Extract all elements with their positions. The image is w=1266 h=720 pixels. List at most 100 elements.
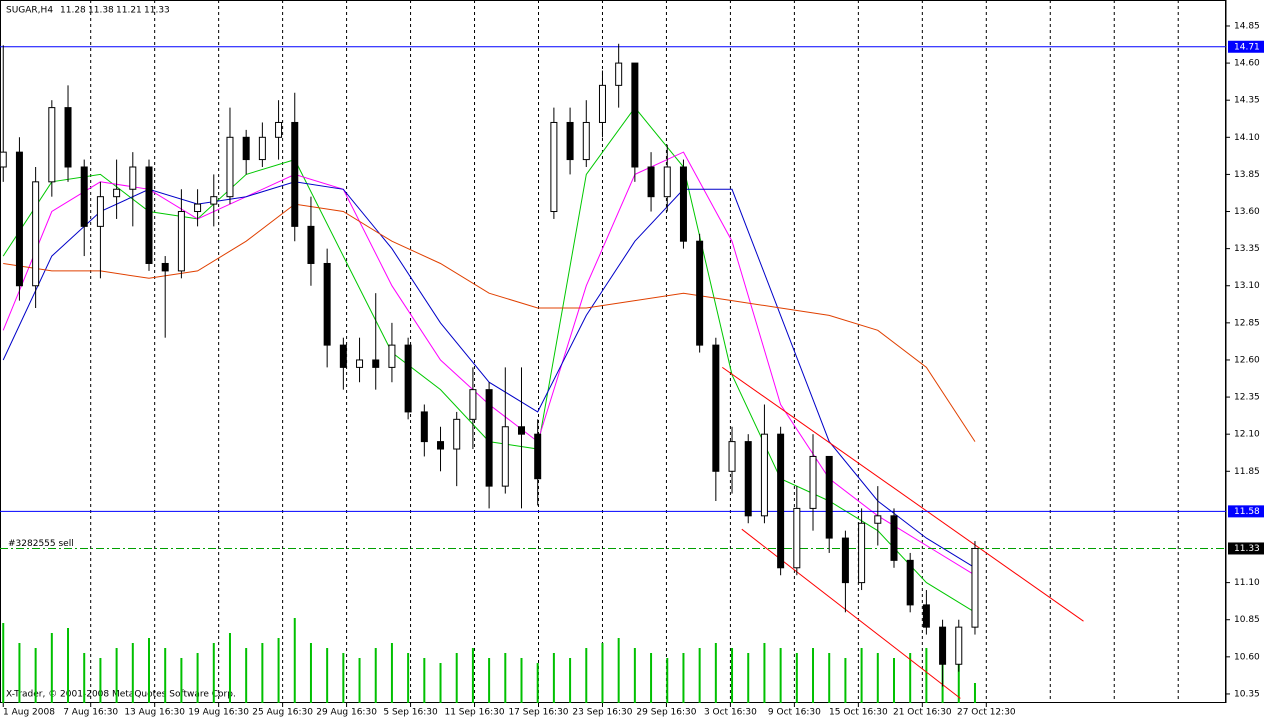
candle-body — [275, 121, 283, 138]
candle-body — [48, 107, 56, 183]
y-tick-label: 14.85 — [1234, 21, 1260, 31]
level-value: 14.71 — [1234, 42, 1260, 52]
candle-body — [0, 151, 7, 168]
level-box — [1228, 40, 1264, 53]
y-tick-label: 14.10 — [1234, 133, 1260, 143]
candle-body — [32, 181, 40, 287]
y-tick-label: 12.10 — [1234, 430, 1260, 440]
x-tick-label: 9 Oct 16:30 — [768, 708, 821, 718]
candle-body — [566, 121, 574, 161]
candle-body — [874, 515, 882, 524]
y-tick-label: 10.60 — [1234, 652, 1260, 662]
x-tick-label: 13 Aug 16:30 — [124, 708, 185, 718]
candle-body — [971, 547, 979, 628]
candle-body — [307, 225, 315, 264]
candle-body — [323, 262, 331, 346]
candle-body — [582, 121, 590, 161]
y-tick-label: 14.60 — [1234, 59, 1260, 69]
candle-body — [210, 196, 218, 205]
candle-body — [177, 211, 185, 272]
candle-body — [955, 626, 963, 665]
level-value: 11.33 — [1234, 544, 1260, 554]
x-tick-label: 25 Aug 16:30 — [252, 708, 313, 718]
candle-body — [64, 107, 72, 168]
y-tick-label: 10.35 — [1234, 689, 1260, 699]
candle-body — [291, 121, 299, 227]
candle-body — [404, 344, 412, 413]
x-tick-label: 7 Aug 16:30 — [63, 708, 118, 718]
candle-body — [712, 344, 720, 472]
candle-body — [809, 455, 817, 509]
candle-body — [906, 559, 914, 606]
x-tick-label: 19 Aug 16:30 — [188, 708, 249, 718]
x-tick-label: 23 Sep 16:30 — [572, 708, 632, 718]
x-tick-label: 21 Oct 16:30 — [893, 708, 952, 718]
candle-body — [437, 441, 445, 450]
candle-body — [647, 166, 655, 198]
x-tick-label: 17 Sep 16:30 — [508, 708, 568, 718]
quote-open: 11.28 — [60, 6, 86, 16]
candle-body — [939, 626, 947, 665]
candle-body — [598, 84, 606, 123]
y-tick-label: 13.10 — [1234, 281, 1260, 291]
candle-body — [194, 203, 202, 213]
symbol: SUGAR,H4 — [6, 6, 53, 16]
x-tick-label: 1 Aug 2008 — [3, 708, 55, 718]
y-tick-label: 14.35 — [1234, 96, 1260, 106]
candle-body — [517, 426, 525, 435]
candle-body — [550, 121, 558, 213]
candle-body — [777, 433, 785, 569]
level-value: 11.58 — [1234, 507, 1260, 517]
y-tick-label: 13.85 — [1234, 170, 1260, 180]
candle-body — [728, 441, 736, 472]
candle-body — [258, 136, 266, 161]
x-tick-label: 27 Oct 12:30 — [957, 708, 1016, 718]
y-tick-label: 11.10 — [1234, 578, 1260, 588]
candle-body — [534, 433, 542, 480]
candle-body — [793, 507, 801, 569]
x-tick-label: 29 Aug 16:30 — [316, 708, 377, 718]
candle-body — [129, 166, 137, 190]
quote-high: 11.38 — [88, 6, 114, 16]
level-box — [1228, 505, 1264, 518]
candle-body — [744, 441, 752, 517]
candle-body — [631, 62, 639, 168]
watermark: X-Trader, © 2001-2008 MetaQuotes Softwar… — [6, 690, 236, 700]
candle-body — [841, 537, 849, 584]
quote-low: 11.21 — [116, 6, 142, 16]
x-tick-label: 29 Sep 16:30 — [636, 708, 696, 718]
y-tick-label: 13.35 — [1234, 244, 1260, 254]
candle-body — [80, 166, 88, 227]
candle-body — [372, 359, 380, 368]
level-box — [1228, 542, 1264, 555]
candle-body — [388, 344, 396, 368]
candle-body — [15, 151, 23, 287]
candle-body — [760, 433, 768, 517]
candle-body — [663, 166, 671, 198]
y-tick-label: 13.60 — [1234, 207, 1260, 217]
plot-frame — [0, 0, 1226, 703]
candle-body — [615, 62, 623, 86]
candle-body — [113, 188, 121, 198]
candle-body — [485, 389, 493, 487]
y-tick-label: 12.60 — [1234, 355, 1260, 365]
candle-body — [242, 136, 250, 161]
y-tick-label: 10.85 — [1234, 615, 1260, 625]
candle-body — [339, 344, 347, 368]
candle-body — [453, 418, 461, 450]
moving-average — [2, 181, 976, 569]
candle-body — [420, 411, 428, 443]
candle-body — [145, 166, 153, 264]
candle-body — [96, 196, 104, 227]
y-tick-label: 11.85 — [1234, 467, 1260, 477]
candle-body — [679, 166, 687, 242]
candle-body — [696, 240, 704, 346]
x-tick-label: 15 Oct 16:30 — [829, 708, 888, 718]
candle-body — [890, 515, 898, 561]
candle-body — [356, 359, 364, 368]
candle-body — [226, 136, 234, 198]
quote-close: 11.33 — [144, 6, 170, 16]
trend-line — [722, 366, 1084, 622]
y-tick-label: 12.85 — [1234, 318, 1260, 328]
